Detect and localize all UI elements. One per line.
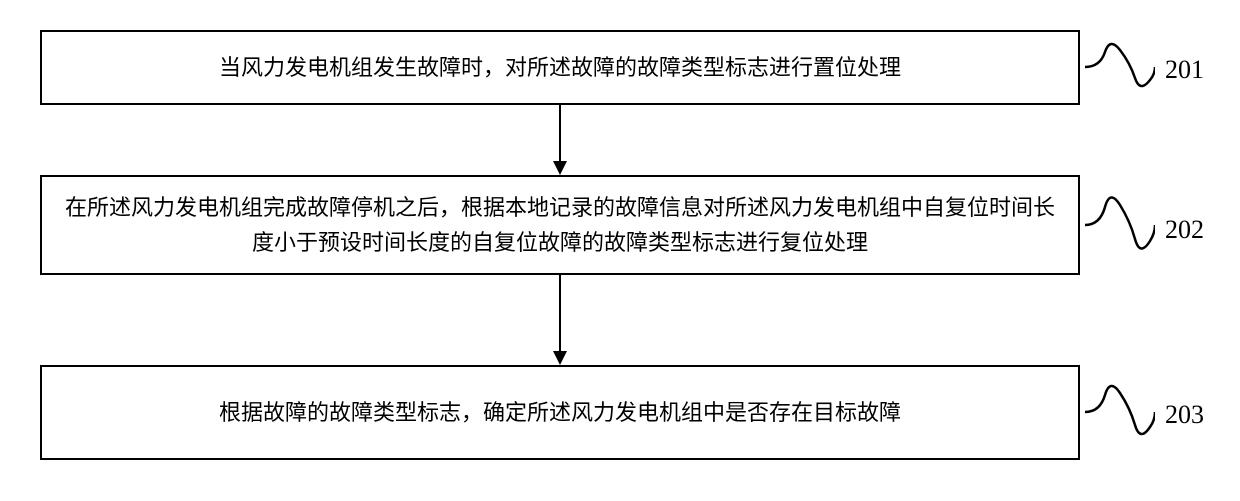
brace-2 (1085, 175, 1155, 275)
flowchart-canvas: 当风力发电机组发生故障时，对所述故障的故障类型标志进行置位处理 在所述风力发电机… (0, 0, 1240, 501)
step-box-1: 当风力发电机组发生故障时，对所述故障的故障类型标志进行置位处理 (40, 30, 1080, 105)
step-label-3: 203 (1165, 400, 1204, 430)
step-label-1: 201 (1165, 55, 1204, 85)
step-text-3: 根据故障的故障类型标志，确定所述风力发电机组中是否存在目标故障 (219, 395, 901, 430)
arrow-1-head (553, 161, 567, 175)
arrow-1-line (559, 105, 561, 161)
brace-3 (1085, 365, 1155, 460)
step-text-2: 在所述风力发电机组完成故障停机之后，根据本地记录的故障信息对所述风力发电机组中自… (62, 190, 1058, 260)
arrow-2-head (553, 351, 567, 365)
step-label-2: 202 (1165, 215, 1204, 245)
step-text-1: 当风力发电机组发生故障时，对所述故障的故障类型标志进行置位处理 (219, 50, 901, 85)
step-box-2: 在所述风力发电机组完成故障停机之后，根据本地记录的故障信息对所述风力发电机组中自… (40, 175, 1080, 275)
brace-1 (1085, 30, 1155, 105)
arrow-2-line (559, 275, 561, 351)
step-box-3: 根据故障的故障类型标志，确定所述风力发电机组中是否存在目标故障 (40, 365, 1080, 460)
